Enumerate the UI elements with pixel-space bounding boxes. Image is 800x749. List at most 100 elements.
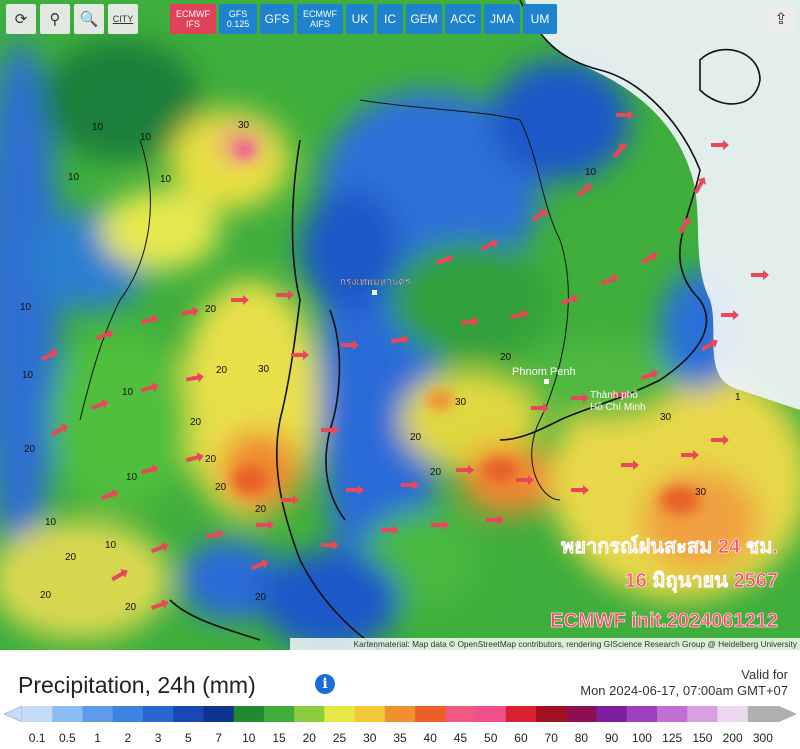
wind-arrow [571,485,589,495]
button-label: IC [384,11,396,26]
precipitation-field [0,40,800,650]
scale-step [52,706,83,722]
contour-label: 1 [735,392,741,403]
model-button[interactable]: ECMWF AIFS [297,4,343,34]
contour-label: 20 [500,352,512,363]
sea [525,0,800,410]
model-button[interactable]: GFS [260,4,294,34]
contour-label: 30 [660,412,672,423]
scale-step [626,706,658,722]
rain-area [390,240,550,360]
scale-label: 3 [155,731,162,745]
rain-area [490,60,630,180]
wind-arrow [140,314,159,325]
place-marker [544,379,549,384]
scale-step [263,706,295,722]
scale-label: 0.5 [59,731,76,745]
scale-step [112,706,144,722]
rain-area [300,190,400,310]
tool-button[interactable]: ⟳ [6,4,36,34]
scale-label: 300 [753,731,773,745]
contour-label: 20 [40,590,52,601]
wind-arrow [600,274,619,286]
wind-arrow [51,424,68,437]
place-label: Hồ Chí Minh [590,401,646,413]
scale-step [445,706,477,722]
rain-area [100,190,220,270]
wind-arrow [611,390,629,400]
scale-label: 20 [303,731,317,745]
model-button[interactable]: ACC [445,4,481,34]
contour-label: 20 [255,504,267,515]
coastline [275,139,381,650]
place-label: Phnom Penh [512,366,576,378]
contour-label: 10 [92,122,104,133]
contour-label: 30 [455,397,467,408]
precipitation-detail [232,142,700,514]
scale-label: 35 [393,731,407,745]
model-button[interactable]: UM [523,4,557,34]
contour-label: 10 [585,167,597,178]
button-label: CITY [112,14,134,24]
scale-label: 10 [242,731,256,745]
tool-button[interactable]: ⚲ [40,4,70,34]
rain-area [460,445,560,515]
scale-label: 100 [632,731,652,745]
wind-arrow [401,480,419,490]
contour-label: 10 [160,174,172,185]
border [359,99,569,501]
wind-arrow [751,270,769,280]
scale-step [22,706,53,722]
scale-step [203,706,235,722]
wind-arrow [531,209,548,222]
scale-step [354,706,386,722]
model-button[interactable]: ECMWF IFS [170,4,216,34]
scale-step [536,706,567,722]
wind-arrow [111,569,128,582]
wind-arrow [90,399,109,410]
rain-area [0,520,170,640]
rain-area [170,110,290,210]
contour-label: 10 [105,540,117,551]
button-label: JMA [490,11,514,26]
rain-area [232,466,268,494]
scale-end [777,705,797,723]
button-label: UM [530,11,550,26]
city-button[interactable]: CITY [108,4,138,34]
wind-arrow [256,520,274,530]
contour-label: 20 [24,444,36,455]
wind-arrow [435,254,454,265]
wind-arrow [678,217,691,234]
forecast-note: พยากรณ์ฝนสะสม 24 ชม. [561,535,778,558]
share-button[interactable]: ⇪ [766,4,796,34]
contour-label: 30 [695,487,707,498]
scale-step [505,706,537,722]
scale-end [3,705,23,723]
coastline [169,599,261,641]
rain-area [520,340,680,420]
scale-label: 25 [333,731,347,745]
scale-step [82,706,114,722]
wind-arrow [281,495,299,505]
wind-arrow [321,540,339,550]
scale-step [566,706,598,722]
model-button[interactable]: JMA [484,4,520,34]
model-button[interactable]: GFS 0.125 [219,4,257,34]
wind-arrow [531,403,549,413]
wind-arrow [701,339,718,352]
scale-label: 60 [514,731,528,745]
place-marker [372,290,377,295]
contour-label: 10 [45,517,57,528]
model-button[interactable]: UK [346,4,374,34]
model-button[interactable]: GEM [406,4,442,34]
wind-arrow [100,489,119,500]
rain-area [40,40,200,160]
tool-button[interactable]: 🔍 [74,4,104,34]
scale-step [596,706,628,722]
border [79,139,151,421]
wind-arrow [516,475,534,485]
info-button[interactable]: i [315,674,335,694]
model-button[interactable]: IC [377,4,403,34]
button-label: GFS [264,11,290,26]
